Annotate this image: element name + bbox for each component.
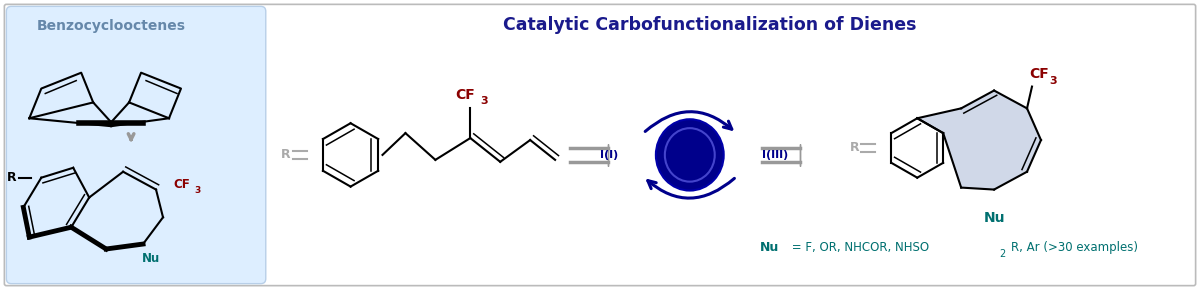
Text: R: R (6, 171, 16, 184)
Text: Catalytic Carbofunctionalization of Dienes: Catalytic Carbofunctionalization of Dien… (503, 16, 917, 34)
Text: Nu: Nu (142, 252, 160, 265)
Text: CF: CF (456, 88, 475, 102)
Text: R: R (850, 142, 859, 155)
Text: Nu: Nu (760, 240, 779, 253)
FancyBboxPatch shape (5, 4, 1195, 286)
Text: CF: CF (1030, 67, 1049, 81)
Text: CF: CF (173, 178, 190, 191)
Text: = F, OR, NHCOR, NHSO: = F, OR, NHCOR, NHSO (787, 240, 929, 253)
Polygon shape (917, 90, 1040, 190)
Text: 3: 3 (194, 186, 200, 195)
Text: Nu: Nu (983, 211, 1004, 225)
Text: I(I): I(I) (600, 150, 618, 160)
Text: 3: 3 (1049, 76, 1056, 86)
FancyBboxPatch shape (6, 6, 265, 284)
Text: I(III): I(III) (762, 150, 788, 160)
Text: R, Ar (>30 examples): R, Ar (>30 examples) (1012, 240, 1138, 253)
Ellipse shape (656, 119, 724, 191)
Text: Benzocyclooctenes: Benzocyclooctenes (36, 19, 185, 33)
Text: R: R (281, 148, 290, 162)
Text: 2: 2 (1000, 249, 1006, 259)
Text: 3: 3 (480, 96, 487, 106)
